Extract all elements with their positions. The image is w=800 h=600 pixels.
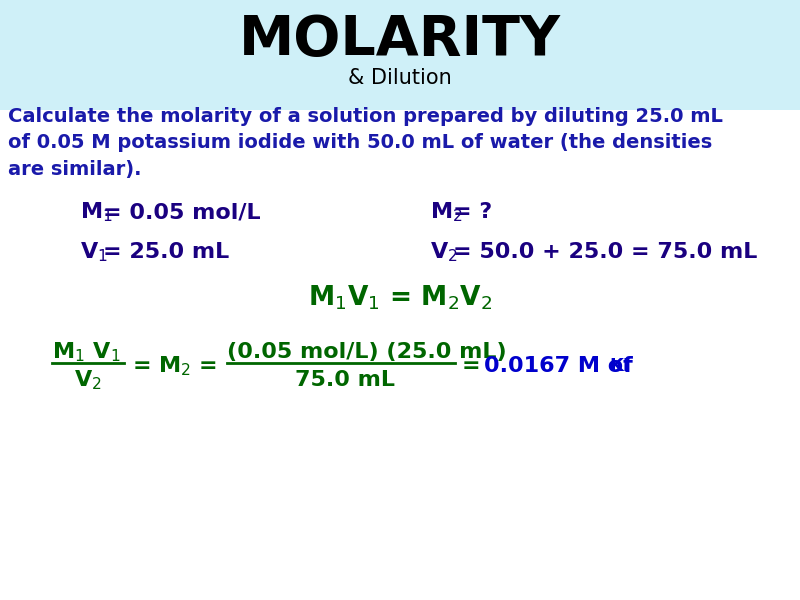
Text: = 25.0 mL: = 25.0 mL (103, 242, 230, 262)
Text: M$_1$: M$_1$ (80, 200, 113, 224)
Text: =: = (462, 356, 481, 376)
Text: = ?: = ? (453, 202, 492, 222)
Text: 0.0167 M of: 0.0167 M of (484, 356, 633, 376)
Text: Calculate the molarity of a solution prepared by diluting 25.0 mL: Calculate the molarity of a solution pre… (8, 107, 723, 125)
Bar (0, 110, 800, 600)
Text: V$_2$: V$_2$ (430, 240, 458, 264)
Text: M$_1$ V$_1$: M$_1$ V$_1$ (52, 340, 121, 364)
Text: KI: KI (609, 357, 630, 375)
Text: 75.0 mL: 75.0 mL (295, 370, 395, 390)
Text: are similar).: are similar). (8, 160, 142, 179)
Text: MOLARITY: MOLARITY (239, 13, 561, 67)
Bar (0, 0, 800, 110)
Text: V$_2$: V$_2$ (74, 368, 102, 392)
Text: M$_2$: M$_2$ (430, 200, 462, 224)
Text: of 0.05 M potassium iodide with 50.0 mL of water (the densities: of 0.05 M potassium iodide with 50.0 mL … (8, 133, 712, 152)
Text: = M$_2$ =: = M$_2$ = (132, 354, 218, 378)
Text: = 0.05 mol/L: = 0.05 mol/L (103, 202, 261, 222)
Text: V$_1$: V$_1$ (80, 240, 108, 264)
Text: (0.05 mol/L) (25.0 mL): (0.05 mol/L) (25.0 mL) (227, 342, 506, 362)
Text: & Dilution: & Dilution (348, 68, 452, 88)
Text: M$_1$V$_1$ = M$_2$V$_2$: M$_1$V$_1$ = M$_2$V$_2$ (308, 284, 492, 312)
Text: = 50.0 + 25.0 = 75.0 mL: = 50.0 + 25.0 = 75.0 mL (453, 242, 758, 262)
